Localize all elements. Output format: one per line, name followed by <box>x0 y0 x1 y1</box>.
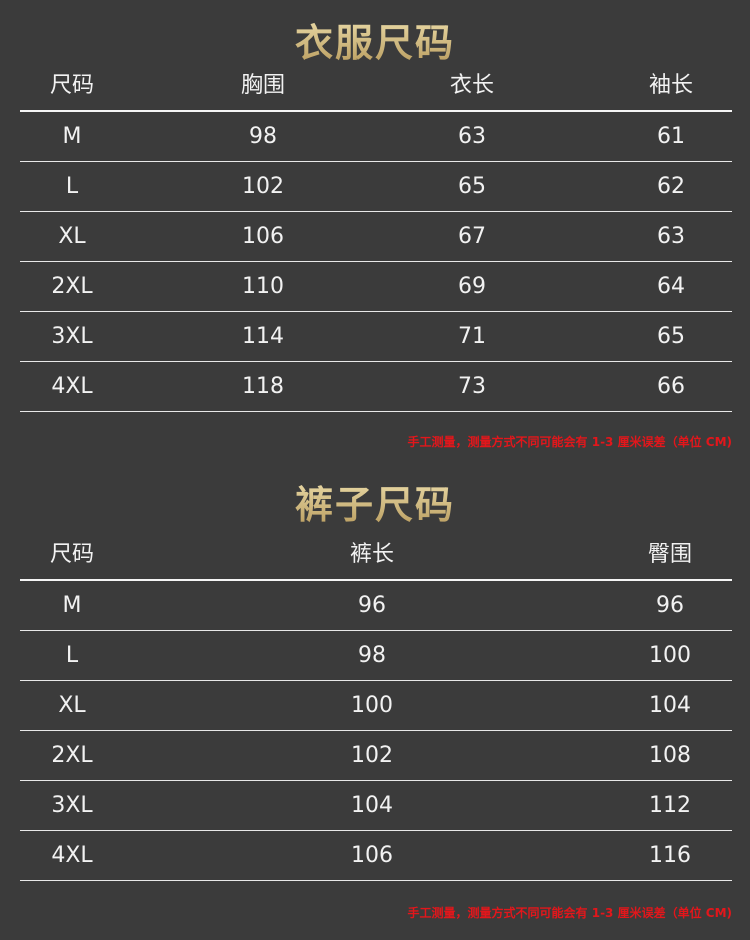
table-cell: 112 <box>649 793 691 818</box>
table-cell: 2XL <box>51 743 93 768</box>
table-cell: M <box>62 593 82 618</box>
column-header: 尺码 <box>49 73 95 98</box>
table-cell: 64 <box>657 274 685 299</box>
table-cell: 73 <box>458 374 486 399</box>
table-cell: 102 <box>242 174 284 199</box>
table-cell: 3XL <box>51 324 93 349</box>
table-cell: 110 <box>242 274 284 299</box>
table-row: L 98 100 <box>20 631 732 681</box>
table-cell: 67 <box>458 224 486 249</box>
column-header: 胸围 <box>240 73 286 98</box>
table-cell: 63 <box>458 124 486 149</box>
table-cell: 108 <box>649 743 691 768</box>
pants-measurement-note: 手工测量，测量方式不同可能会有 1-3 厘米误差（单位 CM) <box>407 906 732 920</box>
table-header-row: 尺码 裤长 臀围 <box>20 530 732 581</box>
column-header: 尺码 <box>49 542 95 567</box>
table-cell: 66 <box>657 374 685 399</box>
pants-size-title: 裤子尺码 <box>0 474 750 529</box>
table-cell: 114 <box>242 324 284 349</box>
table-cell: 104 <box>649 693 691 718</box>
table-cell: 65 <box>657 324 685 349</box>
tops-size-title: 衣服尺码 <box>0 12 750 67</box>
table-row: 4XL 106 116 <box>20 831 732 881</box>
table-cell: 4XL <box>51 843 93 868</box>
table-cell: L <box>65 174 79 199</box>
table-row: 4XL 118 73 66 <box>20 362 732 412</box>
table-cell: L <box>65 643 79 668</box>
table-cell: 96 <box>358 593 386 618</box>
table-cell: 4XL <box>51 374 93 399</box>
table-cell: 62 <box>657 174 685 199</box>
table-row: M 96 96 <box>20 581 732 631</box>
table-row: XL 100 104 <box>20 681 732 731</box>
table-cell: 98 <box>249 124 277 149</box>
table-cell: 61 <box>657 124 685 149</box>
table-cell: 98 <box>358 643 386 668</box>
table-cell: XL <box>58 224 86 249</box>
column-header: 裤长 <box>349 542 395 567</box>
table-cell: 69 <box>458 274 486 299</box>
table-header-row: 尺码 胸围 衣长 袖长 <box>20 61 732 112</box>
table-cell: XL <box>58 693 86 718</box>
table-cell: 118 <box>242 374 284 399</box>
column-header: 臀围 <box>647 542 693 567</box>
tops-size-table: 尺码 胸围 衣长 袖长 M 98 63 61 L 102 65 62 XL 106 67 63 2XL 110 69… <box>20 61 732 412</box>
table-cell: 106 <box>242 224 284 249</box>
pants-size-table: 尺码 裤长 臀围 M 96 96 L 98 100 XL 100 104 2XL 102 108 3XL 104… <box>20 530 732 881</box>
table-cell: 63 <box>657 224 685 249</box>
table-cell: M <box>62 124 82 149</box>
table-row: XL 106 67 63 <box>20 212 732 262</box>
table-cell: 106 <box>351 843 393 868</box>
table-row: 2XL 102 108 <box>20 731 732 781</box>
table-row: 2XL 110 69 64 <box>20 262 732 312</box>
table-cell: 71 <box>458 324 486 349</box>
table-cell: 100 <box>649 643 691 668</box>
table-row: L 102 65 62 <box>20 162 732 212</box>
table-cell: 65 <box>458 174 486 199</box>
table-cell: 100 <box>351 693 393 718</box>
table-cell: 116 <box>649 843 691 868</box>
table-cell: 102 <box>351 743 393 768</box>
table-cell: 3XL <box>51 793 93 818</box>
table-row: M 98 63 61 <box>20 112 732 162</box>
table-row: 3XL 104 112 <box>20 781 732 831</box>
table-row: 3XL 114 71 65 <box>20 312 732 362</box>
table-cell: 96 <box>656 593 684 618</box>
table-cell: 104 <box>351 793 393 818</box>
table-cell: 2XL <box>51 274 93 299</box>
column-header: 袖长 <box>648 73 694 98</box>
tops-measurement-note: 手工测量，测量方式不同可能会有 1-3 厘米误差（单位 CM) <box>407 435 732 449</box>
column-header: 衣长 <box>449 73 495 98</box>
